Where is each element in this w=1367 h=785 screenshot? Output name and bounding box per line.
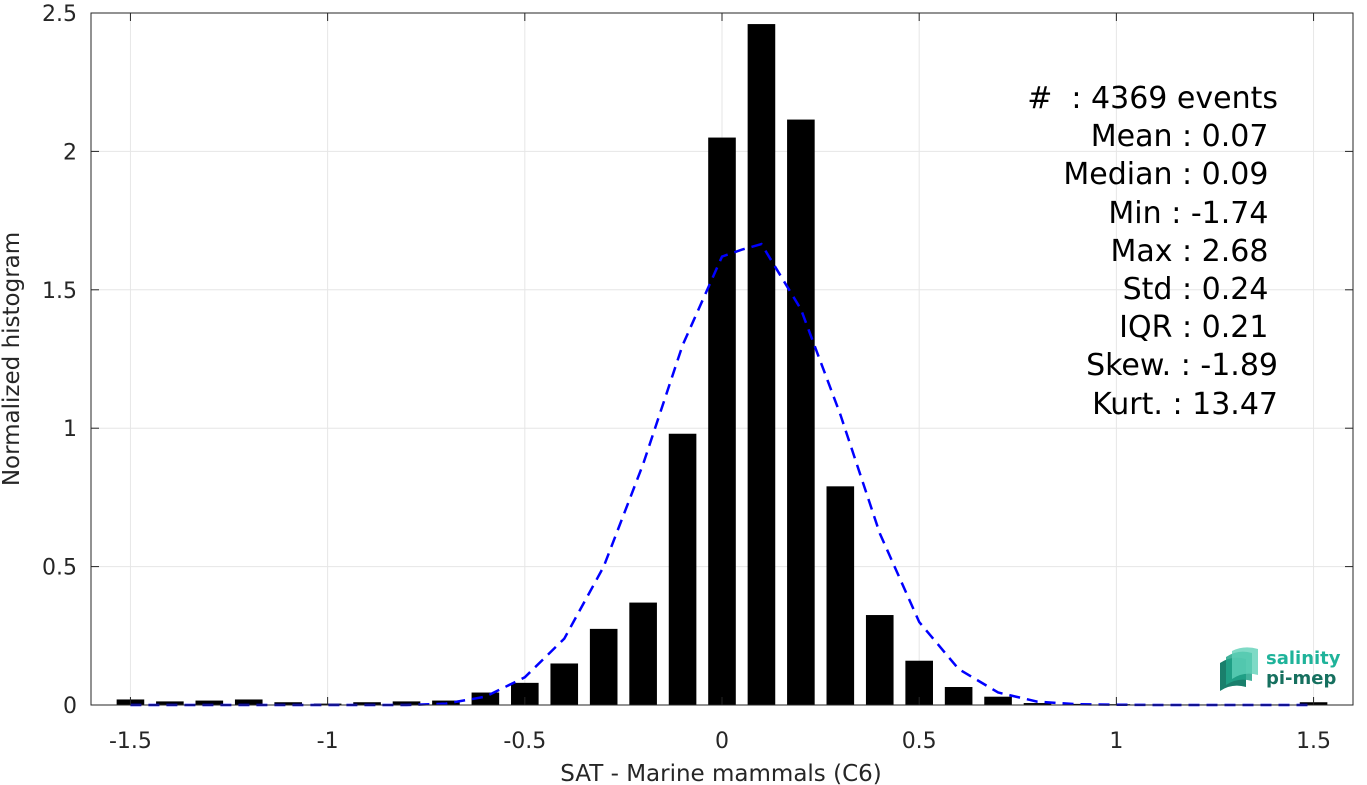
y-tick-label: 1 xyxy=(63,417,77,442)
statistics-panel: # : 4369 events Mean : 0.07 Median : 0.0… xyxy=(1027,80,1278,424)
stat-min: Min : -1.74 xyxy=(1108,195,1278,231)
y-tick-label: 2.5 xyxy=(42,2,77,27)
x-tick-label: 0 xyxy=(715,729,729,754)
x-tick-label: -1 xyxy=(317,729,339,754)
y-tick-label: 1.5 xyxy=(42,279,77,304)
stat-mean: Mean : 0.07 xyxy=(1090,119,1278,155)
x-axis-label: SAT - Marine mammals (C6) xyxy=(560,761,882,785)
x-tick-label: 1.5 xyxy=(1296,729,1331,754)
x-tick-label: -1.5 xyxy=(109,729,152,754)
histogram-bars xyxy=(116,24,1328,706)
y-tick-label: 0.5 xyxy=(42,556,77,581)
y-tick-label: 0 xyxy=(63,694,77,719)
y-tick-label: 2 xyxy=(63,140,77,165)
histogram-bar xyxy=(550,663,579,705)
histogram-bar xyxy=(511,682,539,705)
x-tick-label: -0.5 xyxy=(503,729,546,754)
y-axis-label: Normalized histogram xyxy=(0,232,25,486)
logo-line-2: pi-mep xyxy=(1266,668,1337,689)
histogram-bar xyxy=(668,433,697,705)
stat-iqr: IQR : 0.21 xyxy=(1119,310,1278,346)
y-axis-ticks: 0 0.5 1 1.5 2 2.5 xyxy=(42,2,1353,719)
histogram-bar xyxy=(629,602,657,705)
x-tick-label: 1 xyxy=(1109,729,1123,754)
stat-kurtosis: Kurt. : 13.47 xyxy=(1092,386,1278,422)
histogram-bar xyxy=(865,615,894,705)
stat-median: Median : 0.09 xyxy=(1063,157,1278,193)
histogram-bar xyxy=(747,24,776,705)
x-tick-label: 0.5 xyxy=(902,729,937,754)
histogram-bar xyxy=(944,687,973,705)
histogram-bar xyxy=(392,701,421,705)
stat-skewness: Skew. : -1.89 xyxy=(1086,348,1278,384)
x-axis-ticks: -1.5 -1 -0.5 0 0.5 1 1.5 xyxy=(109,13,1331,754)
histogram-bar xyxy=(1023,703,1052,705)
histogram-bar xyxy=(984,696,1012,705)
histogram-bar xyxy=(156,701,184,705)
stat-std: Std : 0.24 xyxy=(1122,272,1278,308)
stat-count: # : 4369 events xyxy=(1027,81,1278,116)
histogram-bar xyxy=(195,700,224,705)
histogram-bar xyxy=(234,699,263,705)
histogram-bar xyxy=(708,137,736,705)
histogram-bar xyxy=(471,692,500,705)
histogram-bar xyxy=(1063,703,1091,705)
logo-line-1: salinity xyxy=(1266,648,1341,669)
histogram-bar xyxy=(589,628,618,705)
histogram-bar xyxy=(826,486,855,705)
histogram-bar xyxy=(787,119,815,706)
salinity-pi-mep-logo: salinity pi-mep xyxy=(1216,647,1346,695)
logo-waves-icon xyxy=(1220,647,1258,691)
histogram-bar xyxy=(353,702,381,705)
stat-max: Max : 2.68 xyxy=(1110,233,1278,269)
histogram-bar xyxy=(274,702,302,705)
